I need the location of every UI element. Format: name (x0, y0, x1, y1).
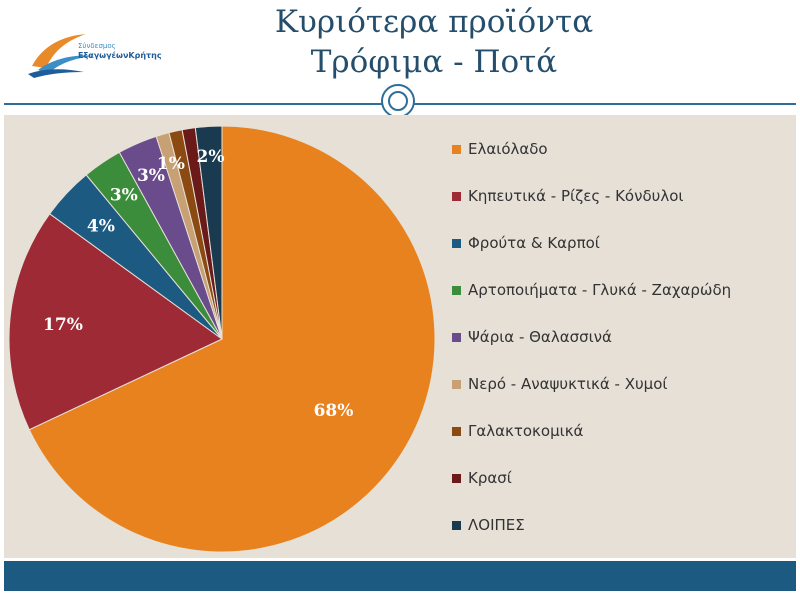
legend-label: Ψάρια - Θαλασσινά (468, 328, 612, 346)
logo-text-line1: Σύνδεσμος (78, 42, 116, 50)
logo-text-line2: ΕξαγωγέωνΚρήτης (78, 51, 162, 60)
legend-swatch (452, 474, 461, 483)
pie-slice-8 (194, 125, 223, 340)
logo-icon (28, 34, 94, 78)
legend-label: Κηπευτικά - Ρίζες - Κόνδυλοι (468, 187, 684, 205)
legend-label: Αρτοποιήματα - Γλυκά - Ζαχαρώδη (468, 281, 732, 299)
legend-item: Κηπευτικά - Ρίζες - Κόνδυλοι (452, 185, 792, 232)
legend-swatch (452, 521, 461, 530)
pie-data-label-2: 4% (87, 216, 115, 236)
footer-bar (4, 561, 796, 591)
legend-item: Νερό - Αναψυκτικά - Χυμοί (452, 373, 792, 420)
legend-swatch (452, 333, 461, 342)
slide-title: Κυριότερα προϊόντα Τρόφιμα - Ποτά (204, 2, 664, 82)
legend-label: ΛΟΙΠΕΣ (468, 516, 525, 534)
legend-item: Γαλακτοκομικά (452, 420, 792, 467)
legend-swatch (452, 145, 461, 154)
legend-swatch (452, 286, 461, 295)
legend-item: Ελαιόλαδο (452, 138, 792, 185)
legend-label: Φρούτα & Καρποί (468, 234, 600, 252)
pie-chart: 68%17%4%3%3%1% 2% (8, 125, 436, 553)
legend-item: Φρούτα & Καρποί (452, 232, 792, 279)
pie-data-label-0: 68% (314, 401, 354, 421)
pie-data-label-8: 2% (197, 147, 225, 167)
divider-circle-ornament (381, 84, 415, 118)
pie-data-label-1: 17% (43, 315, 83, 335)
pie-data-label-5: 1% (157, 154, 185, 174)
legend-label: Νερό - Αναψυκτικά - Χυμοί (468, 375, 668, 393)
footer-line (4, 558, 796, 560)
chart-legend: Ελαιόλαδο Κηπευτικά - Ρίζες - Κόνδυλοι Φρο… (452, 138, 792, 561)
legend-swatch (452, 239, 461, 248)
slide-header: Σύνδεσμος ΕξαγωγέωνΚρήτης Κυριότερα προϊ… (4, 0, 796, 100)
legend-swatch (452, 427, 461, 436)
legend-item: ΛΟΙΠΕΣ (452, 514, 792, 561)
legend-item: Αρτοποιήματα - Γλυκά - Ζαχαρώδη (452, 279, 792, 326)
legend-item: Κρασί (452, 467, 792, 514)
pie-data-label-3: 3% (110, 186, 138, 206)
legend-label: Ελαιόλαδο (468, 140, 548, 158)
slide-title-line1: Κυριότερα προϊόντα (274, 4, 594, 40)
legend-item: Ψάρια - Θαλασσινά (452, 326, 792, 373)
pie-data-label-4: 3% (137, 166, 165, 186)
slide-title-line2: Τρόφιμα - Ποτά (310, 44, 558, 80)
legend-swatch (452, 192, 461, 201)
legend-swatch (452, 380, 461, 389)
pie-slice-1 (8, 213, 223, 431)
pie-slice-0 (28, 125, 436, 553)
legend-label: Κρασί (468, 469, 512, 487)
legend-label: Γαλακτοκομικά (468, 422, 584, 440)
